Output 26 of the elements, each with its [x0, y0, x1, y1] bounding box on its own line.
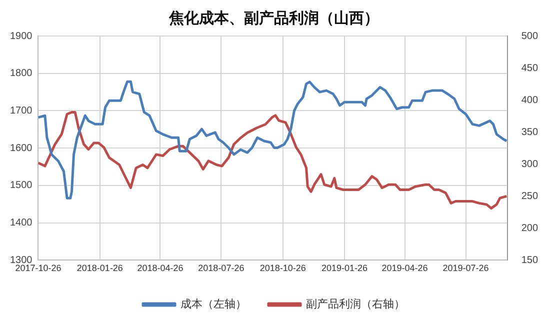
x-tick-label: 2019-07-26 [442, 263, 489, 274]
y2-tick-label: 350 [521, 126, 538, 138]
y-tick-label: 1400 [10, 218, 33, 229]
y-tick-label: 1700 [10, 105, 33, 116]
y2-tick-label: 150 [521, 254, 538, 266]
x-tick-label: 2019-01-26 [321, 263, 368, 274]
x-tick-label: 2018-10-26 [260, 263, 306, 274]
y2-tick-label: 500 [521, 30, 538, 42]
legend-label: 成本（左轴） [180, 298, 246, 311]
y-tick-label: 1800 [10, 68, 33, 80]
y2-tick-label: 400 [521, 94, 538, 106]
x-tick-label: 2018-01-26 [76, 263, 123, 274]
y2-tick-label: 300 [521, 158, 538, 170]
y-tick-label: 1500 [10, 180, 33, 192]
x-tick-label: 2018-07-26 [198, 263, 244, 274]
y2-tick-label: 250 [521, 190, 538, 202]
y-tick-label: 1600 [10, 142, 33, 154]
y2-tick-label: 450 [521, 62, 538, 74]
y-tick-label: 1900 [10, 30, 33, 42]
y2-tick-label: 200 [521, 222, 538, 234]
x-tick-label: 2017-10-26 [15, 263, 62, 274]
legend-label: 副产品利润（右轴） [306, 298, 405, 311]
chart-title: 焦化成本、副产品利润（山西） [168, 9, 379, 28]
x-tick-label: 2019-04-26 [382, 263, 428, 274]
x-tick-label: 2018-04-26 [137, 263, 184, 274]
y-tick-label: 1300 [10, 254, 33, 266]
